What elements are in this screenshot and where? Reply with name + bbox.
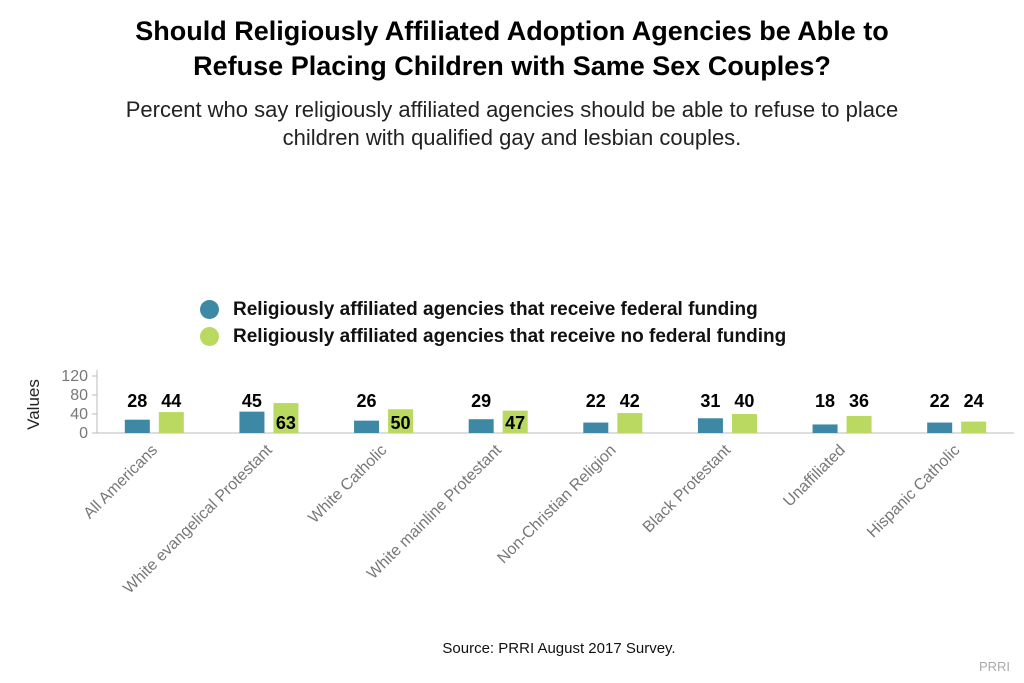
chart-subtitle-line-2: children with qualified gay and lesbian … <box>282 125 742 150</box>
chart-title-line-1: Should Religiously Affiliated Adoption A… <box>135 16 889 46</box>
chart-subtitle: Percent who say religiously affiliated a… <box>0 96 1024 152</box>
y-tick-label: 40 <box>70 406 88 423</box>
data-label-no-federal: 42 <box>620 391 640 411</box>
bar-no-federal <box>731 414 757 433</box>
data-label-federal: 45 <box>242 391 262 411</box>
data-label-federal: 31 <box>700 391 720 411</box>
x-tick-label: White Catholic <box>305 442 390 527</box>
watermark: PRRI <box>978 659 1010 674</box>
legend-label-no-federal: Religiously affiliated agencies that rec… <box>233 325 787 347</box>
x-tick-label: Hispanic Catholic <box>864 442 963 541</box>
legend-item-no-federal[interactable]: Religiously affiliated agencies that rec… <box>200 323 786 350</box>
chart-title-line-2: Refuse Placing Children with Same Sex Co… <box>193 51 831 81</box>
bar-chart: 0 40 80 120 Values 28 44 All Americans 45 63 White… <box>24 368 1014 597</box>
data-label-federal: 29 <box>471 391 491 411</box>
y-tick-label: 80 <box>70 387 88 404</box>
data-label-no-federal: 44 <box>161 391 181 411</box>
bar-no-federal <box>158 412 184 433</box>
data-label-no-federal: 63 <box>276 413 296 433</box>
legend-item-federal[interactable]: Religiously affiliated agencies that rec… <box>200 296 786 323</box>
bar-no-federal <box>273 403 299 433</box>
data-label-federal: 18 <box>815 391 835 411</box>
chart-subtitle-line-1: Percent who say religiously affiliated a… <box>125 97 899 122</box>
data-label-no-federal: 40 <box>734 391 754 411</box>
legend-label-federal: Religiously affiliated agencies that rec… <box>233 298 758 320</box>
source-note: Source: PRRI August 2017 Survey. <box>442 640 676 657</box>
data-label-no-federal: 50 <box>391 413 411 433</box>
legend-swatch-no-federal <box>200 327 219 346</box>
bar-federal <box>812 424 838 433</box>
data-label-no-federal: 24 <box>964 391 984 411</box>
x-tick-label: Non-Christian Religion <box>494 442 619 567</box>
bar-federal <box>239 411 265 433</box>
x-tick-label: White mainline Protestant <box>364 441 505 582</box>
bar-federal <box>124 419 150 433</box>
data-label-no-federal: 36 <box>849 391 869 411</box>
bar-no-federal <box>961 421 987 433</box>
chart-title: Should Religiously Affiliated Adoption A… <box>0 14 1024 84</box>
y-axis-label: Values <box>24 379 43 430</box>
bar-federal <box>697 418 723 433</box>
y-tick-label: 120 <box>61 368 88 385</box>
data-label-federal: 26 <box>357 391 377 411</box>
chart-legend: Religiously affiliated agencies that rec… <box>200 296 786 350</box>
y-tick-label: 0 <box>79 425 88 442</box>
data-label-no-federal: 47 <box>505 413 525 433</box>
bar-no-federal <box>617 413 643 433</box>
data-label-federal: 22 <box>586 391 606 411</box>
bar-federal <box>583 422 609 433</box>
bar-no-federal <box>388 409 414 433</box>
bar-no-federal <box>846 415 872 433</box>
data-label-federal: 28 <box>127 391 147 411</box>
x-tick-label: All Americans <box>81 442 162 523</box>
data-label-federal: 22 <box>930 391 950 411</box>
x-tick-label: Black Protestant <box>640 441 735 536</box>
bar-federal <box>354 420 380 433</box>
legend-swatch-federal <box>200 300 219 319</box>
bar-federal <box>468 419 494 433</box>
x-tick-label: Unaffiliated <box>780 442 848 510</box>
bar-no-federal <box>502 410 528 433</box>
bar-federal <box>927 422 953 433</box>
